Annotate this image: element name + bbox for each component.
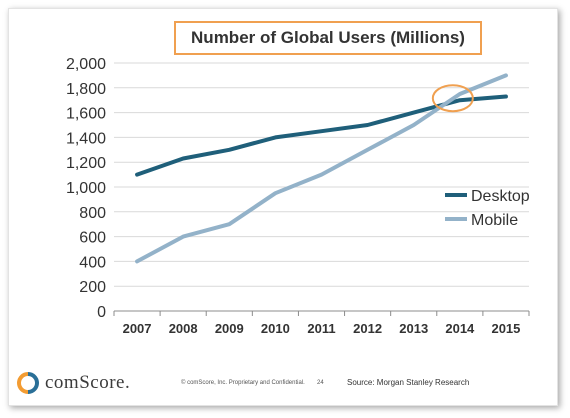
legend-label-mobile: Mobile	[471, 212, 518, 229]
source-text: Source: Morgan Stanley Research	[347, 378, 470, 387]
y-tick-label: 1,800	[66, 81, 106, 98]
y-tick-label: 1,400	[66, 130, 106, 147]
series-line-mobile	[135, 73, 508, 264]
legend-label-desktop: Desktop	[471, 188, 530, 205]
x-tick-label: 2008	[169, 321, 198, 336]
highlight-marker	[431, 84, 474, 113]
comscore-logo: comScore.	[17, 372, 130, 394]
y-tick-label: 0	[97, 304, 106, 321]
y-tick-labels: 0 200 400 600 800 1,000 1,200 1,400 1,600 1,800 2,…	[66, 56, 106, 321]
x-tick-label: 2012	[353, 321, 382, 336]
series-lines	[135, 73, 508, 264]
page-number: 24	[317, 380, 324, 386]
grid-lines	[113, 62, 530, 316]
x-tick-label: 2014	[445, 321, 475, 336]
logo-text: comScore.	[45, 372, 131, 393]
x-tick-label: 2013	[399, 321, 428, 336]
y-tick-label: 600	[79, 230, 106, 247]
y-tick-label: 1,200	[66, 155, 106, 172]
highlight-ellipse	[431, 84, 474, 113]
x-tick-label: 2007	[123, 321, 152, 336]
comscore-logo-icon	[17, 372, 39, 394]
copyright-text: © comScore, Inc. Proprietary and Confide…	[181, 380, 305, 386]
chart-title: Number of Global Users (Millions)	[174, 21, 482, 55]
y-tick-label: 2,000	[66, 56, 106, 73]
x-tick-labels: 2007 2008 2009 2010 2011 2012 2013 2014 2015	[123, 321, 521, 336]
y-tick-label: 400	[79, 254, 106, 271]
line-chart: 0 200 400 600 800 1,000 1,200 1,400 1,600 1,800 2,…	[66, 56, 530, 336]
footer: comScore. © comScore, Inc. Proprietary a…	[9, 371, 557, 401]
x-tick-label: 2015	[491, 321, 520, 336]
y-tick-label: 800	[79, 205, 106, 222]
x-tick-label: 2011	[307, 321, 335, 336]
y-tick-label: 1,000	[66, 180, 106, 197]
legend: Desktop Mobile	[445, 188, 530, 229]
slide: Number of Global Users (Millions) 0 200 40…	[8, 8, 558, 406]
series-line-desktop	[135, 94, 508, 177]
x-tick-label: 2010	[261, 321, 290, 336]
y-tick-label: 200	[79, 279, 106, 296]
y-tick-label: 1,600	[66, 106, 106, 123]
x-tick-label: 2009	[215, 321, 244, 336]
